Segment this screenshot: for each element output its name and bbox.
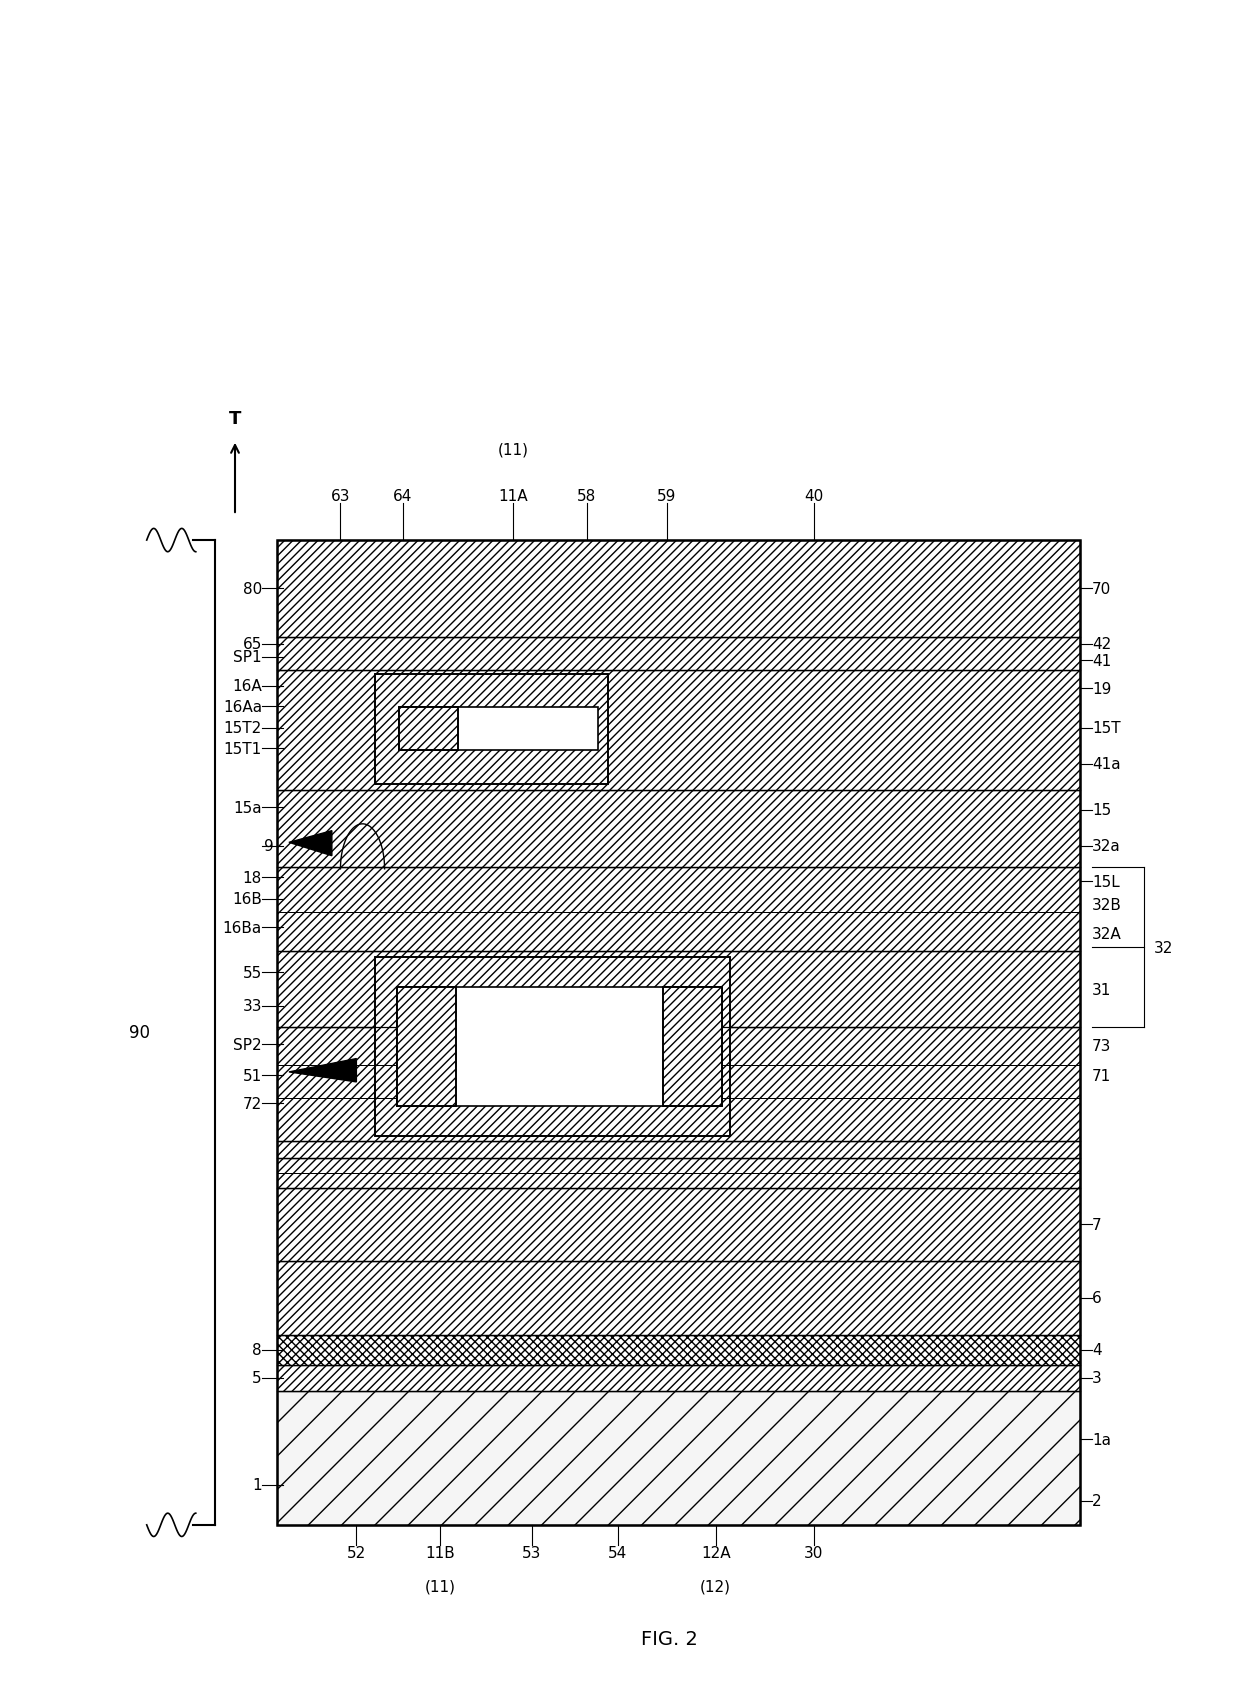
Bar	[397, 987, 456, 1107]
Bar	[277, 671, 1080, 791]
Bar	[277, 540, 1080, 1526]
Text: 2: 2	[1092, 1494, 1101, 1509]
Text: 15T1: 15T1	[223, 742, 262, 757]
Text: 9: 9	[264, 839, 274, 854]
Text: 90: 90	[129, 1024, 150, 1041]
Bar	[399, 708, 598, 750]
Text: 6: 6	[1092, 1290, 1102, 1305]
Text: 7: 7	[1092, 1218, 1101, 1233]
Text: 16Aa: 16Aa	[223, 700, 262, 715]
Text: 73: 73	[1092, 1038, 1111, 1053]
Bar	[277, 868, 1080, 950]
Text: 41a: 41a	[1092, 757, 1121, 772]
Text: 32: 32	[1153, 940, 1173, 955]
Text: 80: 80	[243, 582, 262, 597]
Text: 31: 31	[1092, 982, 1111, 997]
Bar	[277, 950, 1080, 1028]
Text: 72: 72	[243, 1097, 262, 1112]
Bar	[662, 987, 722, 1107]
Text: 3: 3	[1092, 1371, 1102, 1386]
Text: 32a: 32a	[1092, 839, 1121, 854]
Text: 4: 4	[1092, 1342, 1101, 1357]
Bar	[277, 1262, 1080, 1336]
Text: 51: 51	[243, 1068, 262, 1083]
Text: 16A: 16A	[232, 680, 262, 695]
Bar	[374, 674, 608, 784]
Text: 32B: 32B	[1092, 898, 1122, 913]
Text: 19: 19	[1092, 681, 1111, 696]
Text: 40: 40	[804, 489, 823, 505]
Text: SP2: SP2	[233, 1038, 262, 1053]
Text: 16Ba: 16Ba	[223, 920, 262, 935]
Text: (11): (11)	[424, 1578, 455, 1593]
Text: 5: 5	[253, 1371, 262, 1386]
Text: 11B: 11B	[425, 1546, 455, 1559]
Bar	[277, 1336, 1080, 1364]
Text: 63: 63	[331, 489, 350, 505]
Polygon shape	[289, 1060, 356, 1082]
Text: 15: 15	[1092, 802, 1111, 817]
Text: 53: 53	[522, 1546, 542, 1559]
Text: 64: 64	[393, 489, 413, 505]
Bar	[277, 540, 1080, 637]
Text: 33: 33	[243, 999, 262, 1014]
Text: 1: 1	[253, 1477, 262, 1492]
Text: 65: 65	[243, 637, 262, 651]
Text: 30: 30	[804, 1546, 823, 1559]
Bar	[277, 1028, 1080, 1142]
Bar	[277, 791, 1080, 868]
Text: 59: 59	[657, 489, 676, 505]
Text: FIG. 2: FIG. 2	[641, 1628, 697, 1648]
Text: 70: 70	[1092, 582, 1111, 597]
Bar	[399, 708, 458, 750]
Bar	[277, 1391, 1080, 1526]
Text: 52: 52	[347, 1546, 366, 1559]
Text: 8: 8	[253, 1342, 262, 1357]
Text: 11A: 11A	[498, 489, 528, 505]
Text: (12): (12)	[701, 1578, 732, 1593]
Text: 15a: 15a	[233, 801, 262, 816]
Text: 42: 42	[1092, 637, 1111, 651]
Text: T: T	[229, 409, 242, 427]
Bar	[374, 674, 608, 784]
Bar	[397, 987, 722, 1107]
Text: 15T: 15T	[1092, 722, 1121, 737]
Text: 32A: 32A	[1092, 927, 1122, 942]
Bar	[374, 957, 730, 1137]
Bar	[277, 637, 1080, 671]
Text: 71: 71	[1092, 1068, 1111, 1083]
Bar	[397, 987, 456, 1107]
Bar	[277, 1187, 1080, 1262]
Text: 58: 58	[578, 489, 596, 505]
Bar	[399, 708, 458, 750]
Text: 1a: 1a	[1092, 1431, 1111, 1447]
Bar	[277, 1364, 1080, 1391]
Text: 12A: 12A	[701, 1546, 730, 1559]
Bar	[277, 1142, 1080, 1157]
Text: (11): (11)	[497, 442, 528, 458]
Text: 41: 41	[1092, 653, 1111, 668]
Bar	[662, 987, 722, 1107]
Text: 16B: 16B	[232, 891, 262, 907]
Bar	[374, 957, 730, 1137]
Text: 54: 54	[608, 1546, 627, 1559]
Bar	[277, 1157, 1080, 1187]
Text: 18: 18	[243, 870, 262, 885]
Text: 55: 55	[243, 965, 262, 981]
Text: 15L: 15L	[1092, 875, 1120, 890]
Text: SP1: SP1	[233, 649, 262, 664]
Polygon shape	[289, 831, 332, 856]
Text: 15T2: 15T2	[223, 722, 262, 737]
